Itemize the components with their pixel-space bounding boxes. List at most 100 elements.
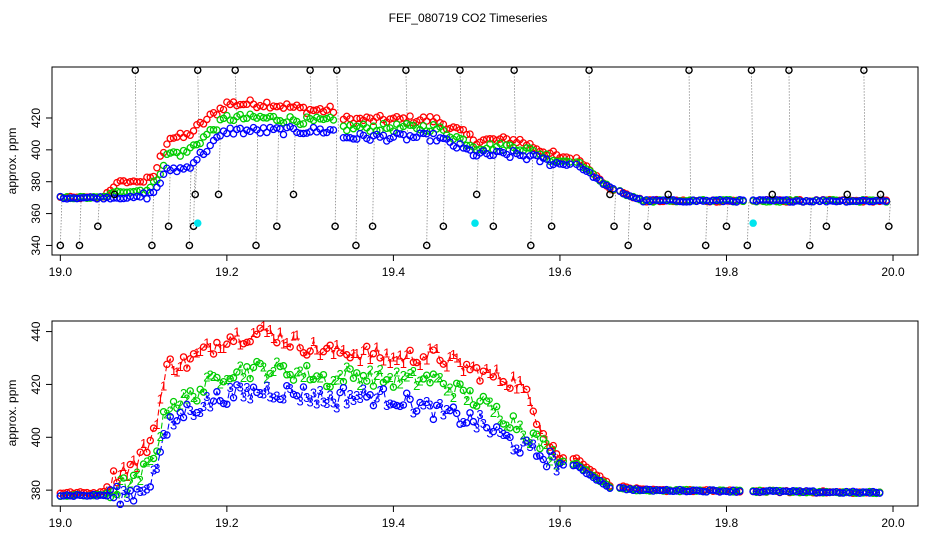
reference-point: [876, 190, 885, 199]
reference-point: [368, 222, 377, 231]
series-2-point: [276, 362, 284, 371]
series-3-label: 3: [287, 381, 294, 396]
series-1-label: 1: [160, 378, 167, 393]
series-1-point: [143, 448, 151, 457]
series-2-point: [266, 369, 274, 378]
series-2-point: [372, 126, 381, 135]
series-3-point: [402, 135, 411, 144]
series-1-point: [126, 460, 135, 469]
series-2-label: 2: [180, 386, 187, 401]
series-1-label: 1: [173, 365, 180, 380]
series-1-label: 1: [153, 417, 160, 432]
reference-drop-line: [492, 154, 496, 227]
series-3-point: [106, 486, 115, 494]
series-2-point: [456, 380, 464, 388]
series-1-point: [256, 101, 264, 110]
series-2-point: [149, 454, 158, 463]
series-3-point: [486, 151, 494, 160]
reference-drop-line: [476, 154, 479, 195]
series-3-point: [163, 431, 171, 439]
series-3-point: [396, 130, 404, 138]
series-2-point: [486, 140, 494, 148]
x-tick-label: 19.2: [215, 516, 239, 530]
series-2-label: 2: [133, 465, 140, 480]
series-2-point: [319, 370, 328, 379]
highlight-point: [749, 219, 757, 227]
series-1-point: [149, 424, 158, 432]
series-2-label: 2: [463, 393, 470, 408]
series-1-label: 1: [177, 359, 184, 374]
y-tick-label: 380: [29, 480, 43, 500]
series-3-point: [569, 461, 578, 470]
series-2-point: [536, 444, 544, 453]
series-1-point: [296, 103, 304, 112]
reference-point: [610, 222, 618, 231]
series-1-point: [419, 353, 428, 361]
series-2-point: [186, 387, 194, 395]
series-3-label: 3: [267, 390, 274, 405]
reference-drop-line: [276, 130, 279, 227]
series-2-point: [256, 112, 264, 121]
series-3-label: 3: [496, 425, 503, 440]
series-3-point: [203, 147, 211, 156]
series-3-point: [429, 415, 438, 424]
reference-drop-line: [193, 161, 196, 227]
series-3-point: [392, 129, 401, 137]
reference-drop-line: [293, 130, 296, 195]
series-1-point: [412, 358, 421, 367]
series-3-point: [399, 130, 408, 139]
series-1-point: [549, 441, 558, 450]
reference-drop-line: [726, 200, 729, 227]
series-1-point: [123, 178, 131, 187]
series-2-label: 2: [137, 473, 144, 488]
series-1-point: [426, 112, 434, 121]
reference-drop-line: [197, 70, 200, 158]
series-2-label: 2: [263, 371, 270, 386]
series-3-point: [632, 194, 641, 203]
reference-point: [273, 222, 281, 231]
reference-drop-line: [688, 70, 692, 201]
series-2-label: 2: [356, 378, 363, 393]
series-3-point: [309, 123, 318, 132]
series-2-label: 2: [376, 362, 383, 377]
series-3-point: [466, 409, 474, 417]
series-3-point: [206, 141, 214, 150]
reference-point: [606, 190, 614, 199]
series-3-point: [619, 189, 627, 198]
bottom-plot-frame: [51, 320, 919, 507]
series-2-point: [303, 361, 311, 370]
series-3-point: [99, 491, 108, 500]
reference-drop-line: [334, 130, 338, 227]
series-1-label: 1: [516, 373, 523, 388]
series-3-point: [849, 487, 857, 496]
series-2-point: [326, 383, 334, 391]
series-3-label: 3: [150, 462, 157, 477]
series-1-point: [386, 115, 394, 123]
series-1-point: [253, 330, 261, 339]
series-3-point: [156, 179, 164, 188]
series-2-label: 2: [373, 368, 380, 383]
series-1-point: [442, 125, 451, 134]
reference-drop-line: [255, 130, 259, 246]
series-3-point: [669, 487, 677, 496]
series-1-point: [113, 479, 121, 487]
series-3-point: [133, 192, 141, 201]
reference-drop-line: [168, 168, 171, 227]
series-3-point: [412, 407, 421, 415]
series-1-label: 1: [433, 341, 440, 356]
series-1-label: 1: [280, 336, 287, 351]
series-1-label: 1: [120, 459, 127, 474]
series-2-point: [196, 139, 204, 148]
reference-point: [306, 66, 314, 74]
series-1-point: [466, 365, 474, 374]
series-1-point: [209, 350, 218, 358]
series-1-label: 1: [140, 436, 147, 451]
series-3-point: [129, 497, 138, 505]
top-data-marks: [56, 66, 893, 250]
series-3-point: [532, 452, 541, 460]
series-2-label: 2: [217, 377, 224, 392]
series-1-point: [219, 105, 228, 114]
series-3-point: [516, 449, 524, 457]
series-1-label: 1: [380, 353, 387, 368]
highlight-point: [471, 219, 479, 227]
